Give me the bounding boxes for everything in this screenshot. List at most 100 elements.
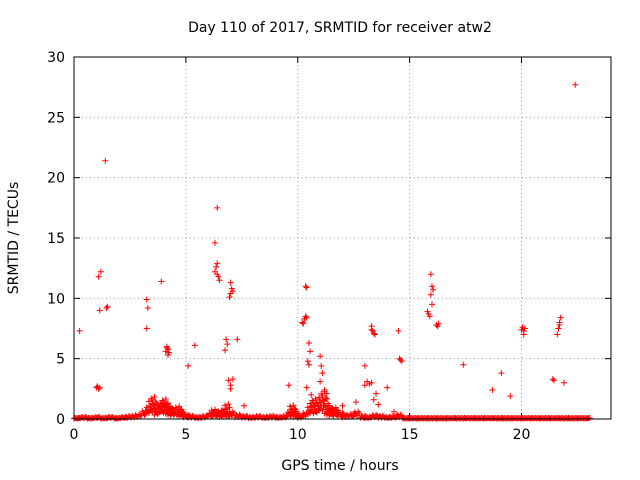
data-point (520, 331, 527, 338)
data-point (549, 376, 556, 383)
data-point (368, 379, 375, 386)
data-point (426, 313, 433, 320)
data-point (489, 387, 496, 394)
data-point (554, 331, 561, 338)
data-point (211, 239, 218, 246)
data-points (71, 81, 593, 422)
data-point (384, 384, 391, 391)
data-point (397, 356, 404, 363)
plot-frame (73, 56, 612, 420)
x-tick-label: 0 (70, 427, 79, 443)
data-point (95, 273, 102, 280)
data-point (299, 319, 306, 326)
x-tick-label: 5 (181, 427, 190, 443)
axis-ticks: 0 5 10 15 20 0 5 10 15 20 25 30 (47, 50, 611, 443)
data-point (104, 303, 111, 310)
data-point (323, 390, 330, 397)
data-point (430, 286, 437, 293)
data-point (550, 377, 557, 384)
data-point (555, 325, 562, 332)
data-point (323, 396, 330, 403)
data-point (227, 279, 234, 286)
data-point (370, 396, 377, 403)
data-point (300, 320, 307, 327)
data-point (222, 402, 229, 409)
data-point (224, 341, 231, 348)
data-point (102, 157, 109, 164)
data-point (375, 401, 382, 408)
data-point (151, 404, 158, 411)
data-point (96, 384, 103, 391)
data-point (309, 397, 316, 404)
y-tick-label: 10 (47, 291, 65, 307)
data-point (144, 304, 151, 311)
data-point (225, 401, 232, 408)
y-axis-label: SRMTID / TECUs (6, 182, 22, 295)
data-point (303, 384, 310, 391)
data-point (164, 346, 171, 353)
y-tick-label: 0 (56, 412, 65, 428)
data-point (557, 314, 564, 321)
y-tick-label: 15 (47, 231, 65, 247)
data-point (214, 260, 221, 267)
data-point (427, 291, 434, 298)
data-point (361, 362, 368, 369)
data-point (220, 410, 227, 417)
data-point (397, 411, 404, 418)
data-point (213, 263, 220, 270)
data-point (229, 376, 236, 383)
data-point (561, 379, 568, 386)
data-point (368, 326, 375, 333)
y-tick-label: 20 (47, 171, 65, 187)
data-point (395, 327, 402, 334)
data-point (319, 396, 326, 403)
data-point (332, 404, 339, 411)
grid-lines (74, 57, 611, 419)
data-point (318, 362, 325, 369)
data-point (435, 320, 442, 327)
data-point (151, 393, 158, 400)
data-point (143, 296, 150, 303)
data-point (308, 391, 315, 398)
data-point (159, 397, 166, 404)
data-point (185, 362, 192, 369)
data-point (76, 327, 83, 334)
data-point (317, 353, 324, 360)
data-point (305, 339, 312, 346)
data-point (176, 403, 183, 410)
data-point (215, 273, 222, 280)
data-point (390, 408, 397, 415)
data-point (317, 378, 324, 385)
data-point (225, 377, 232, 384)
data-point (290, 402, 297, 409)
y-tick-label: 30 (47, 50, 65, 66)
data-point (162, 396, 169, 403)
data-point (319, 370, 326, 377)
data-point (143, 404, 150, 411)
data-point (556, 319, 563, 326)
data-point (103, 304, 110, 311)
data-point (96, 307, 103, 314)
data-point (460, 361, 467, 368)
data-point (303, 314, 310, 321)
data-point (326, 402, 333, 409)
x-axis-label: GPS time / hours (281, 458, 398, 474)
data-point (361, 382, 368, 389)
data-point (302, 313, 309, 320)
data-point (148, 395, 155, 402)
data-point (586, 415, 593, 422)
data-point (241, 402, 248, 409)
data-point (285, 382, 292, 389)
data-point (498, 370, 505, 377)
data-point (97, 268, 104, 275)
data-point (227, 385, 234, 392)
data-point (373, 390, 380, 397)
data-point (321, 387, 328, 394)
data-point (303, 284, 310, 291)
chart-title: Day 110 of 2017, SRMTID for receiver atw… (188, 20, 492, 36)
data-point (223, 336, 230, 343)
data-point (223, 405, 230, 412)
data-point (320, 397, 327, 404)
data-point (429, 283, 435, 290)
data-point (507, 393, 514, 400)
